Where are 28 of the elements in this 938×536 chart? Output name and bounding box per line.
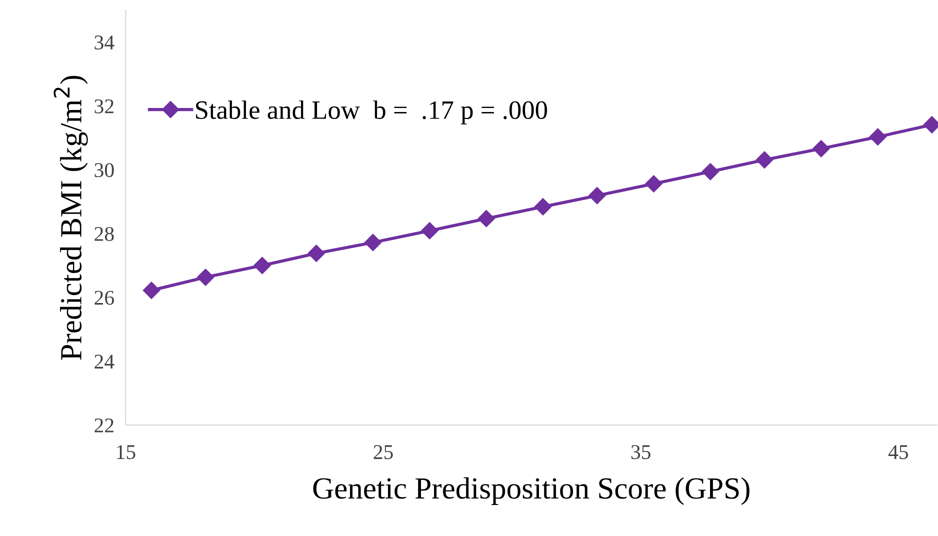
x-tick-label: 45	[888, 445, 908, 460]
point	[254, 256, 271, 274]
y-tick-label: 32	[94, 99, 114, 114]
point	[308, 244, 325, 262]
point	[142, 282, 160, 299]
y-tick-label: 22	[94, 418, 114, 432]
legend-label: Stable and Low b = .17 p = .000	[196, 100, 548, 124]
y-tick-label: 30	[94, 163, 114, 178]
y-axis-title: Predicted BMI (kg/m$^{2}$)	[54, 76, 88, 360]
point	[478, 210, 495, 228]
y-tick-label: 26	[94, 290, 114, 305]
x-tick-label: 25	[374, 445, 393, 460]
y-tick-label: 28	[94, 226, 114, 242]
x-axis-title: Genetic Predisposition Score (GPS)	[313, 477, 750, 505]
y-tick-label: 24	[94, 354, 114, 368]
point	[196, 268, 214, 286]
point	[756, 151, 774, 168]
point	[702, 163, 719, 180]
point	[588, 187, 606, 204]
point	[421, 222, 438, 240]
point	[645, 175, 662, 192]
point	[812, 140, 830, 158]
point	[364, 234, 382, 252]
x-tick-label: 15	[117, 445, 136, 460]
x-tick-label: 35	[631, 445, 650, 460]
point	[869, 128, 886, 146]
point	[534, 198, 552, 216]
y-tick-label: 34	[94, 36, 114, 50]
